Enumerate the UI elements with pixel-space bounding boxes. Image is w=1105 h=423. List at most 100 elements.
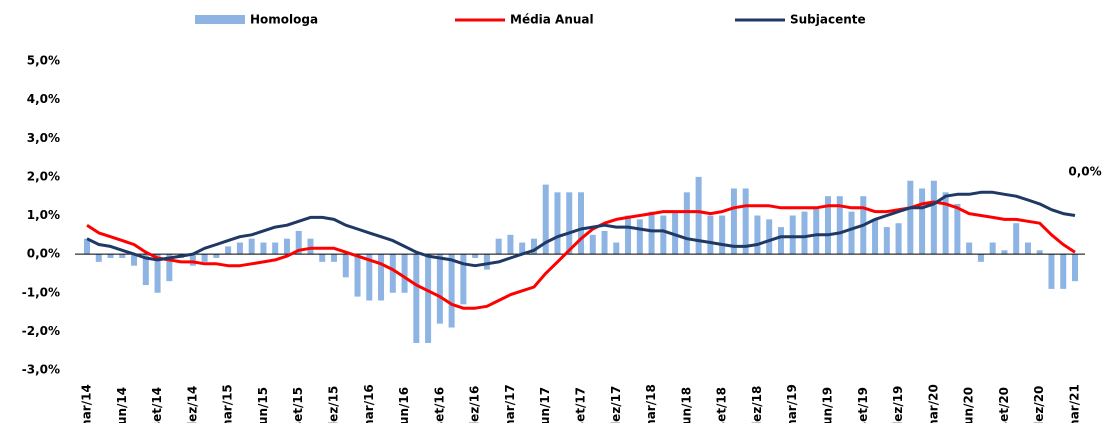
bar: [848, 211, 855, 255]
bar: [589, 234, 596, 255]
bar: [166, 254, 173, 282]
bar: [754, 215, 761, 255]
bar: [801, 211, 808, 255]
bar: [1072, 254, 1078, 282]
bar: [213, 254, 220, 258]
bar: [472, 254, 479, 258]
bar: [648, 211, 655, 255]
y-tick-label: 3,0%: [27, 131, 60, 145]
bar: [201, 254, 208, 262]
bar: [283, 238, 290, 255]
bar: [1001, 250, 1008, 255]
bar: [707, 215, 714, 255]
bar: [401, 254, 408, 293]
bar: [95, 254, 102, 262]
bar: [342, 254, 349, 278]
bar: [825, 196, 831, 255]
x-tick-label: dez/20: [1032, 386, 1046, 423]
bar: [777, 227, 784, 255]
bar: [378, 254, 385, 301]
bar: [766, 219, 773, 255]
bar: [507, 234, 514, 255]
legend-label: Média Anual: [510, 13, 594, 27]
bar: [331, 254, 337, 262]
bar: [672, 211, 679, 255]
x-tick-label: set/18: [715, 387, 729, 423]
bar: [789, 215, 796, 255]
x-tick-label: mar/15: [221, 384, 235, 423]
bar: [942, 192, 949, 255]
bar: [954, 203, 961, 255]
bar: [613, 242, 620, 255]
x-tick-label: jun/14: [115, 387, 129, 423]
bar: [142, 254, 149, 286]
bar: [1036, 250, 1043, 255]
y-tick-label: -1,0%: [22, 285, 60, 299]
x-tick-label: mar/19: [785, 384, 799, 423]
bar: [236, 242, 243, 255]
bar: [483, 254, 490, 270]
bar: [719, 215, 726, 255]
x-tick-label: mar/18: [644, 384, 658, 423]
bar: [907, 180, 914, 255]
x-tick-label: jun/18: [679, 387, 693, 423]
line: [86, 190, 1076, 268]
bar: [272, 242, 279, 255]
legend-label: Homologa: [250, 13, 318, 27]
x-tick-label: jun/16: [397, 387, 411, 423]
bar: [307, 238, 314, 255]
x-tick-label: dez/17: [609, 386, 623, 423]
bar: [448, 254, 455, 328]
bar: [460, 254, 467, 305]
x-tick-label: set/16: [432, 387, 446, 423]
bar: [295, 230, 302, 255]
bar: [883, 227, 890, 255]
x-tick-label: dez/14: [185, 386, 199, 423]
y-tick-label: 2,0%: [27, 169, 60, 183]
bar: [1013, 223, 1020, 255]
bar: [813, 207, 820, 255]
bar: [695, 176, 702, 255]
y-tick-label: 0,0%: [27, 247, 60, 261]
bar: [566, 192, 573, 255]
bar: [966, 242, 973, 255]
bar: [742, 188, 749, 255]
bar: [930, 180, 937, 255]
x-tick-label: set/19: [856, 387, 870, 423]
x-tick-label: dez/19: [891, 386, 905, 423]
bar: [554, 192, 561, 255]
bar: [836, 196, 843, 255]
bar: [977, 254, 984, 262]
bar: [119, 254, 126, 258]
x-tick-label: mar/16: [362, 384, 376, 423]
x-tick-label: set/20: [997, 387, 1011, 423]
x-tick-label: mar/14: [80, 384, 94, 423]
annotation: 0,0%: [1068, 165, 1101, 179]
x-tick-label: jun/19: [821, 387, 835, 423]
bar: [660, 215, 667, 255]
y-tick-label: -2,0%: [22, 324, 60, 338]
bar: [225, 246, 232, 255]
bar: [919, 188, 926, 255]
bar: [248, 238, 255, 255]
x-tick-label: set/15: [291, 387, 305, 423]
bar: [413, 254, 420, 343]
bar: [107, 254, 114, 258]
x-tick-label: mar/20: [926, 384, 940, 423]
bar: [601, 230, 608, 255]
x-tick-label: dez/15: [327, 386, 341, 423]
bar: [389, 254, 396, 293]
bar: [625, 215, 632, 255]
x-tick-label: jun/20: [962, 387, 976, 423]
x-tick-label: mar/17: [503, 384, 517, 423]
bar: [530, 238, 537, 255]
bar: [542, 184, 549, 255]
bar: [260, 242, 267, 255]
x-tick-label: jun/15: [256, 387, 270, 423]
bar: [895, 223, 902, 255]
bar: [84, 238, 90, 255]
bar: [872, 219, 879, 255]
y-tick-label: 5,0%: [27, 54, 60, 68]
y-tick-label: 1,0%: [27, 208, 60, 222]
